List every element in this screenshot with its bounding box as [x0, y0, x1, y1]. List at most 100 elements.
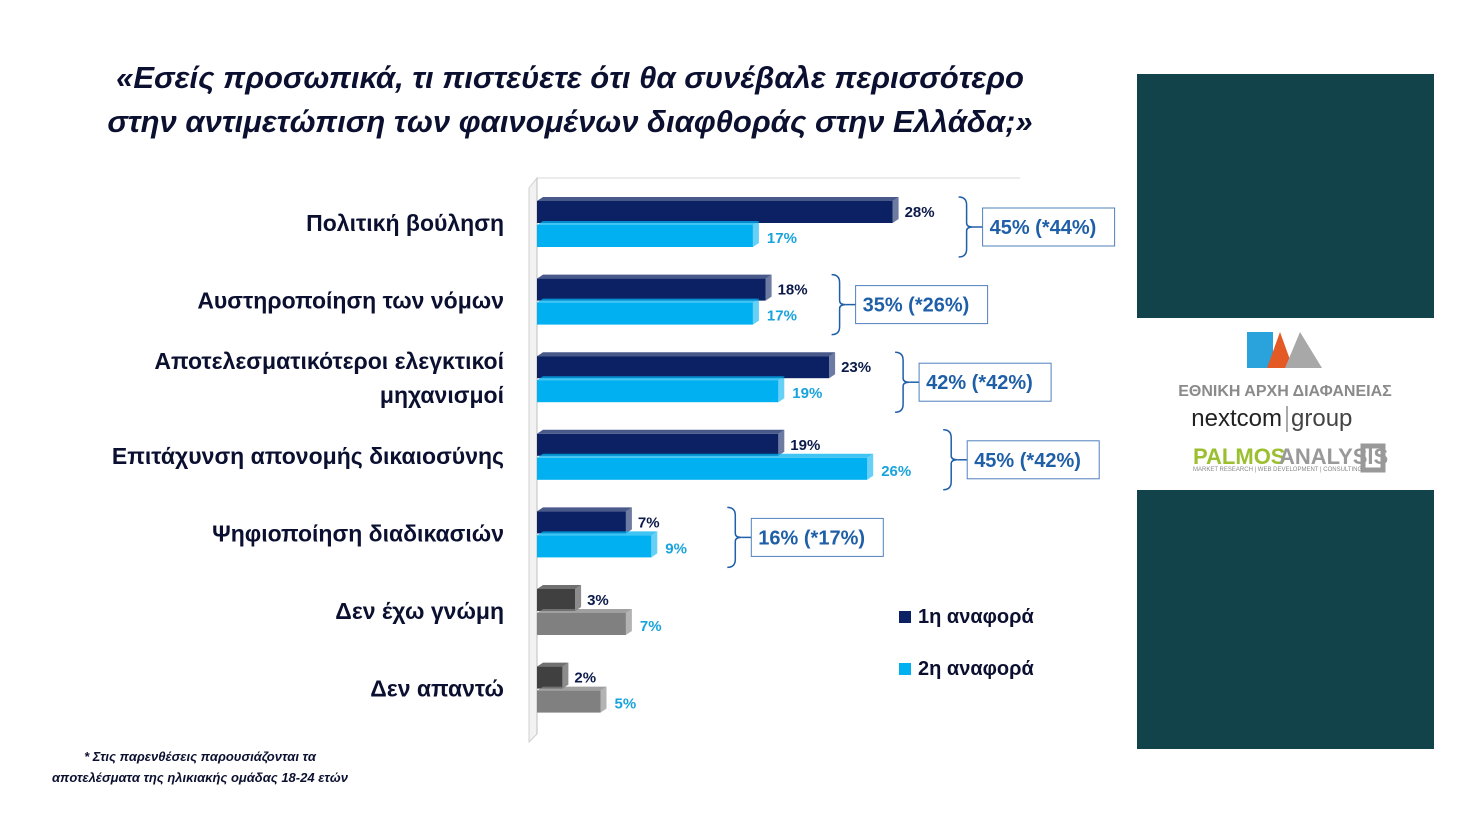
bar	[537, 302, 753, 325]
bar-side-face	[765, 274, 772, 301]
bar	[537, 666, 563, 689]
data-label: 5%	[615, 696, 637, 713]
legend-swatch	[899, 663, 911, 675]
data-label: 17%	[767, 230, 797, 247]
legend-label: 2η αναφορά	[918, 658, 1035, 680]
bar	[537, 356, 830, 379]
bar-top-face	[537, 686, 607, 691]
data-label: 7%	[638, 514, 660, 531]
bar-top-face	[537, 352, 836, 357]
data-label: 26%	[881, 463, 911, 480]
category-label: Δεν απαντώ	[370, 676, 504, 702]
data-label: 3%	[587, 592, 609, 609]
bar-top-face	[537, 507, 632, 512]
chart-wall	[528, 176, 538, 744]
palmos-tagline: MARKET RESEARCH | WEB DEVELOPMENT | CONS…	[1193, 467, 1362, 473]
bar-side-face	[829, 352, 836, 379]
bar-side-face	[600, 686, 607, 713]
bar-side-face	[778, 376, 785, 403]
total-box	[966, 440, 1100, 480]
bar-side-face	[625, 609, 632, 635]
bar-top-face	[537, 429, 785, 434]
footnote-line: αποτελέσματα της ηλικιακής ομάδας 18-24 …	[52, 770, 348, 785]
bar-side-face	[651, 531, 658, 558]
total-brace	[943, 429, 958, 491]
bar	[537, 278, 766, 301]
eaa-logo	[1247, 332, 1322, 368]
decorative-panel-top	[1137, 74, 1434, 318]
bar-top-face	[537, 585, 582, 589]
bar-side-face	[575, 585, 582, 611]
total-label: 35% (*26%)	[863, 295, 970, 317]
nextcom-logo-a: nextcom	[1191, 405, 1282, 432]
bar-side-face	[892, 197, 899, 223]
legend-label: 1η αναφορά	[918, 606, 1035, 628]
footnote: * Στις παρενθέσεις παρουσιάζονται τα απο…	[20, 746, 380, 788]
data-label: 28%	[905, 204, 935, 221]
bar-side-face	[752, 221, 759, 247]
bar-top-face	[537, 298, 759, 303]
bar-top-face	[537, 197, 899, 201]
bar-top-face	[537, 453, 874, 458]
total-label: 45% (*42%)	[974, 450, 1081, 472]
bar-top-face	[537, 531, 658, 536]
data-label: 19%	[792, 385, 822, 402]
bar-top-face	[537, 221, 759, 225]
total-label: 16% (*17%)	[758, 527, 865, 549]
chart-title: «Εσείς προσωπικά, τι πιστεύετε ότι θα συ…	[60, 56, 1080, 144]
sponsor-logos: ΕΘΝΙΚΗ ΑΡΧΗ ΔΙΑΦΑΝΕΙΑΣ nextcom group PAL…	[1137, 320, 1434, 488]
total-box	[750, 517, 884, 557]
category-label: Δεν έχω γνώμη	[335, 598, 504, 624]
nextcom-logo-b: group	[1291, 405, 1352, 432]
category-label: Ψηφιοποίηση διαδικασιών	[212, 520, 504, 546]
title-line: στην αντιμετώπιση των φαινομένων διαφθορ…	[107, 104, 1033, 139]
total-box	[982, 207, 1116, 247]
bar	[537, 613, 626, 635]
bar	[537, 535, 652, 558]
bar-side-face	[752, 298, 759, 325]
bar	[537, 690, 601, 713]
data-label: 7%	[640, 618, 662, 635]
total-brace	[958, 196, 973, 258]
bar	[537, 457, 868, 480]
data-label: 2%	[574, 670, 596, 687]
bar-top-face	[537, 662, 569, 667]
category-label: Αυστηροποίηση των νόμων	[197, 288, 504, 314]
bar	[537, 225, 753, 247]
decorative-panel-bottom	[1137, 490, 1434, 749]
data-label: 17%	[767, 308, 797, 325]
data-label: 18%	[778, 282, 808, 299]
logos-svg: ΕΘΝΙΚΗ ΑΡΧΗ ΔΙΑΦΑΝΕΙΑΣ nextcom group PAL…	[1178, 332, 1392, 473]
bar-side-face	[562, 662, 569, 689]
category-label: Επιτάχυνση απονομής δικαιοσύνης	[112, 443, 504, 469]
title-line: «Εσείς προσωπικά, τι πιστεύετε ότι θα συ…	[116, 60, 1024, 95]
total-label: 42% (*42%)	[926, 372, 1033, 394]
total-label: 45% (*44%)	[990, 217, 1097, 239]
total-box	[855, 285, 989, 325]
bar	[537, 380, 779, 403]
bar	[537, 433, 779, 456]
bar	[537, 511, 626, 534]
footnote-line: * Στις παρενθέσεις παρουσιάζονται τα	[84, 749, 316, 764]
bar-top-face	[537, 274, 772, 279]
bar	[537, 201, 893, 223]
data-label: 19%	[790, 437, 820, 454]
total-box	[918, 362, 1052, 402]
eaa-name: ΕΘΝΙΚΗ ΑΡΧΗ ΔΙΑΦΑΝΕΙΑΣ	[1178, 383, 1392, 400]
total-brace	[895, 351, 910, 413]
bar-side-face	[625, 507, 632, 534]
data-label: 23%	[841, 359, 871, 376]
total-brace	[727, 506, 742, 569]
bar-side-face	[867, 453, 874, 480]
bar-top-face	[537, 376, 785, 381]
data-label: 9%	[665, 540, 687, 557]
category-label: Αποτελεσματικότεροι ελεγκτικοί	[154, 348, 504, 374]
legend-swatch	[899, 611, 911, 623]
bar	[537, 589, 576, 611]
bar-chart: Πολιτική βούληση 28% 17% 45% (*44%) Αυστηροπ…	[112, 176, 1116, 744]
total-brace	[831, 273, 846, 336]
bar-side-face	[778, 429, 785, 456]
palmos-logo-a: PALMOS	[1193, 444, 1285, 469]
category-label: μηχανισμοί	[380, 382, 504, 408]
category-label: Πολιτική βούληση	[306, 210, 504, 236]
